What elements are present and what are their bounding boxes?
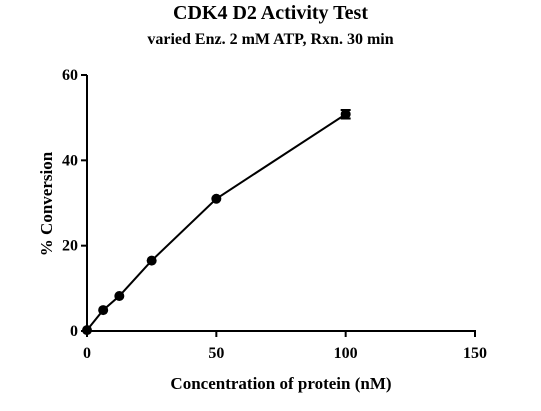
y-tick-label: 40 bbox=[62, 152, 78, 169]
data-point bbox=[146, 255, 157, 266]
chart-subtitle: varied Enz. 2 mM ATP, Rxn. 30 min bbox=[147, 31, 394, 48]
y-tick-label: 0 bbox=[70, 323, 78, 340]
y-tick-label: 20 bbox=[62, 238, 78, 255]
y-axis-label: % Conversion bbox=[37, 151, 56, 256]
data-point bbox=[211, 193, 222, 204]
x-tick-label: 50 bbox=[208, 345, 224, 362]
series-line-layer bbox=[86, 113, 347, 331]
axes: 0 50 100 150 0 20 40 60 bbox=[62, 67, 487, 362]
x-axis-label: Concentration of protein (nM) bbox=[170, 374, 391, 393]
chart-title: CDK4 D2 Activity Test bbox=[173, 2, 368, 24]
data-point bbox=[82, 325, 92, 336]
x-tick-label: 100 bbox=[334, 345, 358, 362]
x-tick-label: 150 bbox=[463, 345, 487, 362]
marker-layer bbox=[82, 108, 351, 336]
series-line bbox=[86, 113, 347, 331]
data-point bbox=[98, 305, 109, 316]
y-tick-label: 60 bbox=[62, 67, 78, 84]
x-tick-label: 0 bbox=[83, 345, 91, 362]
data-point bbox=[114, 291, 125, 302]
data-point bbox=[340, 109, 351, 120]
